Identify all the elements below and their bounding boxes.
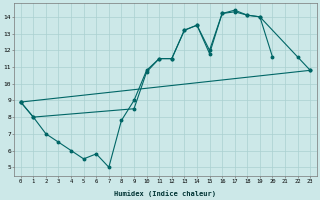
- X-axis label: Humidex (Indice chaleur): Humidex (Indice chaleur): [115, 190, 217, 197]
